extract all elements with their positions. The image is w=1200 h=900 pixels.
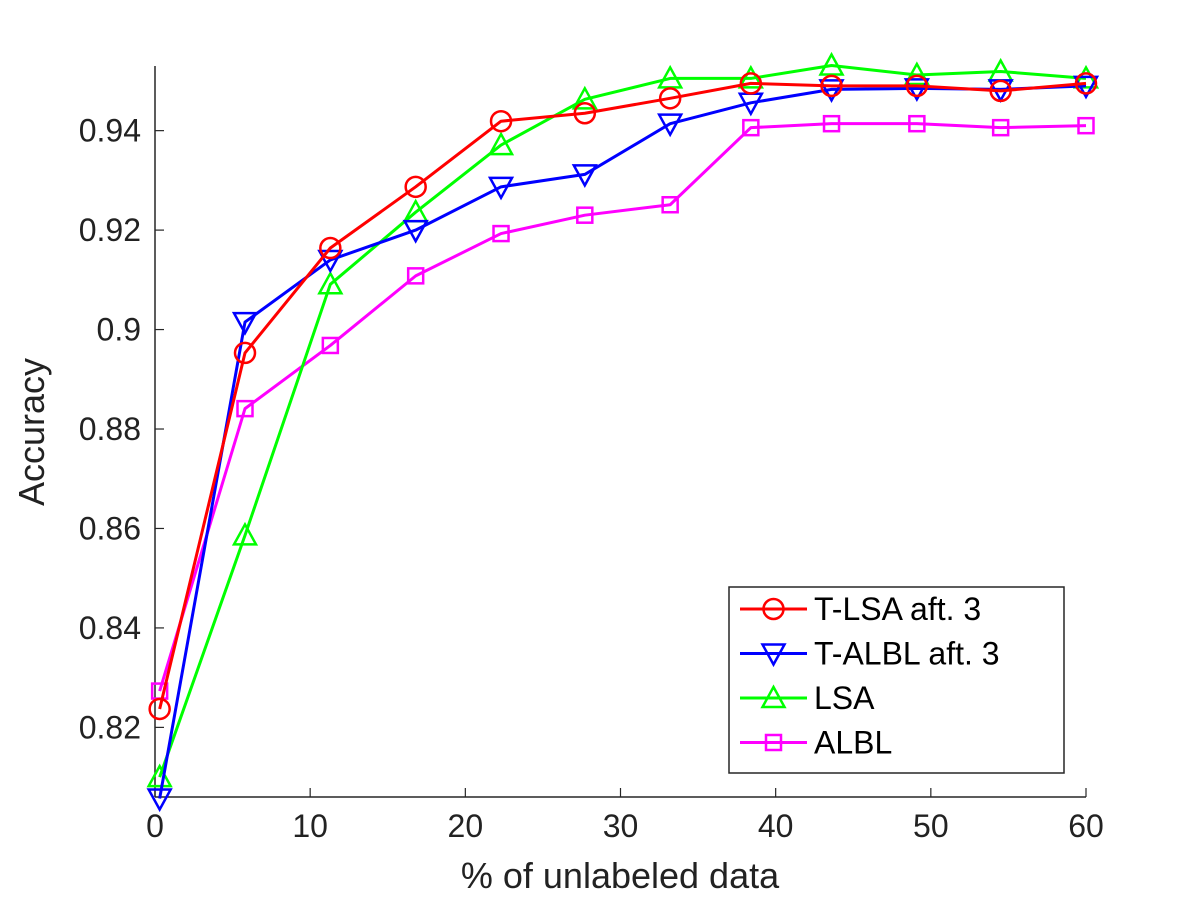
data-point xyxy=(903,61,930,86)
legend-swatch-marker xyxy=(760,684,787,709)
data-point xyxy=(657,113,684,138)
y-tick-label: 0.9 xyxy=(97,312,141,348)
data-point xyxy=(231,311,259,336)
y-tick-label: 0.82 xyxy=(79,709,141,745)
data-point xyxy=(818,51,845,76)
x-tick-label: 0 xyxy=(146,808,164,844)
data-point xyxy=(492,224,510,243)
y-tick-label: 0.88 xyxy=(79,411,141,447)
data-point xyxy=(661,195,679,214)
data-point xyxy=(903,78,930,102)
data-point xyxy=(146,788,173,813)
data-point xyxy=(487,131,515,156)
data-point xyxy=(571,164,598,189)
data-point xyxy=(148,697,171,721)
data-point xyxy=(820,74,843,98)
data-point xyxy=(739,72,763,95)
legend-entry: LSA xyxy=(740,680,875,716)
data-point xyxy=(406,267,425,285)
data-point xyxy=(402,219,429,244)
x-axis-label: % of unlabeled data xyxy=(461,855,780,896)
y-axis-label: Accuracy xyxy=(11,358,52,506)
legend-label: ALBL xyxy=(814,725,892,761)
data-point xyxy=(321,336,340,355)
data-point xyxy=(908,114,926,133)
data-point xyxy=(489,109,513,133)
x-tick-label: 40 xyxy=(758,808,794,844)
series-t-albl-aft-3 xyxy=(146,75,1100,813)
data-point xyxy=(236,399,254,418)
legend-entry: T-LSA aft. 3 xyxy=(740,591,981,627)
data-point xyxy=(737,64,764,89)
data-point xyxy=(319,236,342,260)
data-point xyxy=(487,176,515,201)
series-line xyxy=(158,84,1087,799)
y-tick-label: 0.92 xyxy=(79,212,141,248)
legend-entry: T-ALBL aft. 3 xyxy=(740,636,1000,672)
data-point xyxy=(404,175,427,199)
legend-label: LSA xyxy=(814,680,875,716)
data-point xyxy=(317,270,344,295)
data-point xyxy=(231,521,259,546)
data-point xyxy=(1072,75,1100,100)
data-point xyxy=(822,114,841,133)
data-point xyxy=(317,249,344,274)
y-tick-label: 0.94 xyxy=(79,113,141,149)
data-point xyxy=(989,79,1012,103)
x-tick-label: 60 xyxy=(1068,808,1104,844)
data-point xyxy=(233,341,257,365)
legend: T-LSA aft. 3 T-ALBL aft. 3 LSA ALBL xyxy=(728,586,1065,774)
data-point xyxy=(576,206,594,224)
x-tick-label: 20 xyxy=(448,808,484,844)
legend-swatch-marker xyxy=(762,597,785,621)
y-tick-label: 0.86 xyxy=(79,510,141,546)
legend-label: T-LSA aft. 3 xyxy=(814,591,981,627)
x-tick-label: 50 xyxy=(913,808,949,844)
series-layer xyxy=(146,51,1100,813)
legend-swatch-marker xyxy=(764,733,783,752)
series-line xyxy=(158,64,1087,778)
data-point xyxy=(573,101,597,125)
data-point xyxy=(1074,72,1098,95)
legend-label: T-ALBL aft. 3 xyxy=(814,636,1000,672)
legend-entry: ALBL xyxy=(740,725,892,761)
data-point xyxy=(818,79,845,103)
legend-swatch-marker xyxy=(760,643,787,668)
data-point xyxy=(991,118,1010,137)
x-tick-label: 10 xyxy=(292,808,328,844)
y-tick-label: 0.84 xyxy=(79,610,141,646)
data-point xyxy=(1077,116,1095,135)
series-albl xyxy=(150,114,1095,700)
data-point xyxy=(742,118,760,137)
data-point xyxy=(658,87,682,110)
data-point xyxy=(571,85,598,110)
data-point xyxy=(905,74,929,98)
series-line xyxy=(158,122,1087,692)
series-line xyxy=(158,81,1087,710)
series-t-lsa-aft-3 xyxy=(148,72,1098,721)
x-tick-label: 30 xyxy=(603,808,639,844)
axes: 0 10 20 30 40 50 60 0.82 0.84 0.86 0.88 0.9 0.92 0.94 xyxy=(79,66,1104,844)
